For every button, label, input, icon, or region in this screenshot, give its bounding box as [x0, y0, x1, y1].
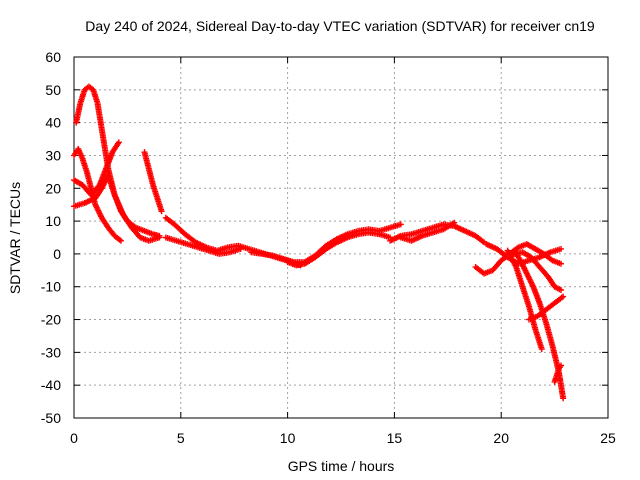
series-s11 — [397, 219, 458, 244]
data-point — [158, 208, 165, 215]
data-point — [397, 221, 404, 228]
y-tick-label: -40 — [41, 377, 61, 393]
x-tick-label: 20 — [493, 430, 509, 446]
y-tick-label: 50 — [45, 82, 61, 98]
data-point — [558, 362, 565, 369]
x-tick-label: 5 — [177, 430, 185, 446]
data-point — [237, 245, 244, 252]
data-point — [558, 260, 565, 267]
data-point — [558, 245, 565, 252]
series-s4 — [71, 172, 163, 244]
y-tick-label: 0 — [53, 246, 61, 262]
y-tick-label: -20 — [41, 312, 61, 328]
x-tick-labels: 0 5 10 15 20 25 — [70, 430, 616, 446]
x-tick-label: 15 — [387, 430, 403, 446]
y-tick-label: -10 — [41, 279, 61, 295]
series-s17 — [525, 293, 567, 323]
y-tick-label: 40 — [45, 115, 61, 131]
y-tick-label: 20 — [45, 180, 61, 196]
y-axis-label: SDTVAR / TECUs — [7, 182, 23, 294]
data-point — [117, 237, 124, 244]
x-tick-label: 10 — [280, 430, 296, 446]
data-point — [451, 219, 458, 226]
data-point — [116, 236, 123, 243]
series-s18 — [551, 362, 565, 385]
plot-frame — [73, 56, 609, 419]
y-tick-label: 60 — [45, 49, 61, 65]
series-s2 — [71, 145, 124, 244]
series-s7 — [162, 234, 244, 257]
data-points — [71, 83, 567, 402]
grid — [74, 57, 608, 418]
y-tick-labels: -50 -40 -30 -20 -10 0 10 20 30 40 50 60 — [41, 49, 61, 426]
x-axis-label: GPS time / hours — [288, 458, 395, 474]
axis-ticks — [73, 56, 609, 419]
series-s9 — [284, 229, 394, 269]
y-tick-label: -50 — [41, 410, 61, 426]
data-point — [558, 287, 565, 294]
data-point — [538, 346, 545, 353]
x-tick-label: 0 — [70, 430, 78, 446]
series-s5 — [141, 149, 165, 215]
chart-title: Day 240 of 2024, Sidereal Day-to-day VTE… — [85, 18, 595, 34]
data-point — [115, 139, 122, 146]
y-tick-label: 30 — [45, 147, 61, 163]
y-tick-label: 10 — [45, 213, 61, 229]
data-point — [156, 234, 163, 241]
x-tick-label: 25 — [600, 430, 616, 446]
data-point — [560, 395, 567, 402]
data-point — [560, 293, 567, 300]
y-tick-label: -30 — [41, 344, 61, 360]
